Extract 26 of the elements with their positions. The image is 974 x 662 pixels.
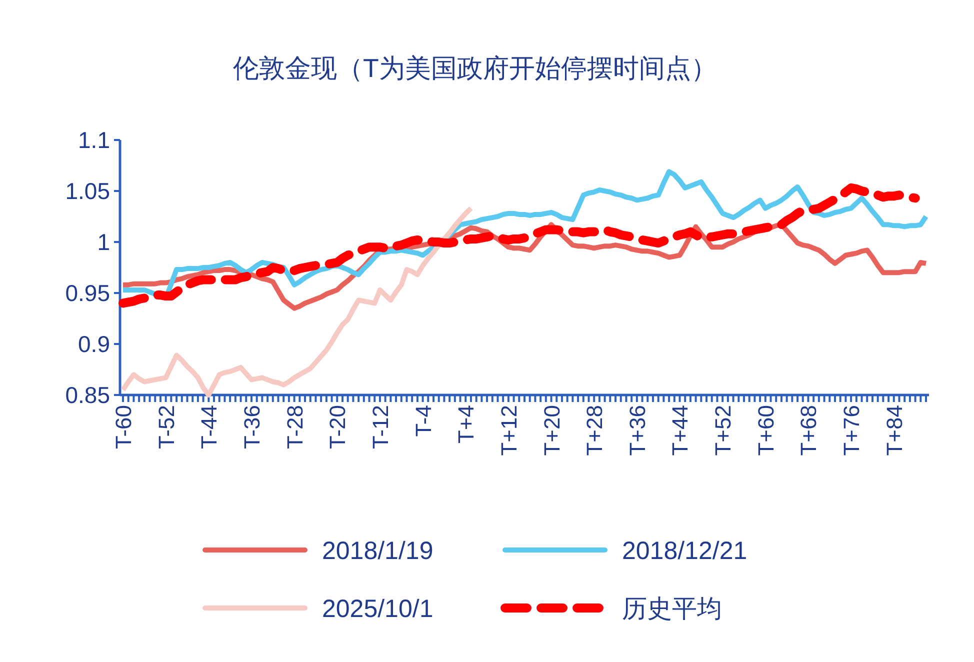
y-tick-label: 1 — [97, 229, 110, 255]
x-tick-label: T+28 — [582, 405, 608, 456]
x-tick-label: T+52 — [710, 405, 736, 456]
x-tick-label: T+12 — [496, 405, 522, 456]
x-tick-label: T-36 — [239, 405, 264, 450]
y-tick-label: 0.85 — [65, 382, 110, 408]
y-tick-label: 1.1 — [78, 127, 110, 153]
x-tick-label: T-4 — [410, 405, 436, 437]
y-tick-label: 0.9 — [78, 331, 110, 357]
title: 伦敦金现（T为美国政府开始停摆时间点） — [233, 53, 717, 83]
x-tick-label: T+36 — [624, 405, 650, 456]
x-tick-label: T-28 — [282, 405, 308, 450]
x-tick-label: T+4 — [454, 405, 479, 444]
y-tick-label: 1.05 — [65, 178, 110, 204]
x-tick-label: T+68 — [796, 405, 822, 456]
x-tick-label: T-20 — [325, 405, 350, 450]
x-tick-label: T+20 — [539, 405, 564, 456]
x-tick-label: T-44 — [196, 405, 222, 450]
x-tick-label: T-12 — [368, 405, 393, 450]
x-tick-label: T+84 — [882, 405, 907, 456]
y-tick-label: 0.95 — [65, 280, 110, 306]
x-tick-label: T-52 — [154, 405, 179, 450]
x-tick-label: T+60 — [753, 405, 778, 456]
x-tick-label: T+76 — [839, 405, 864, 456]
x-tick-label: T+44 — [668, 405, 693, 456]
x-tick-label: T-60 — [111, 405, 136, 450]
